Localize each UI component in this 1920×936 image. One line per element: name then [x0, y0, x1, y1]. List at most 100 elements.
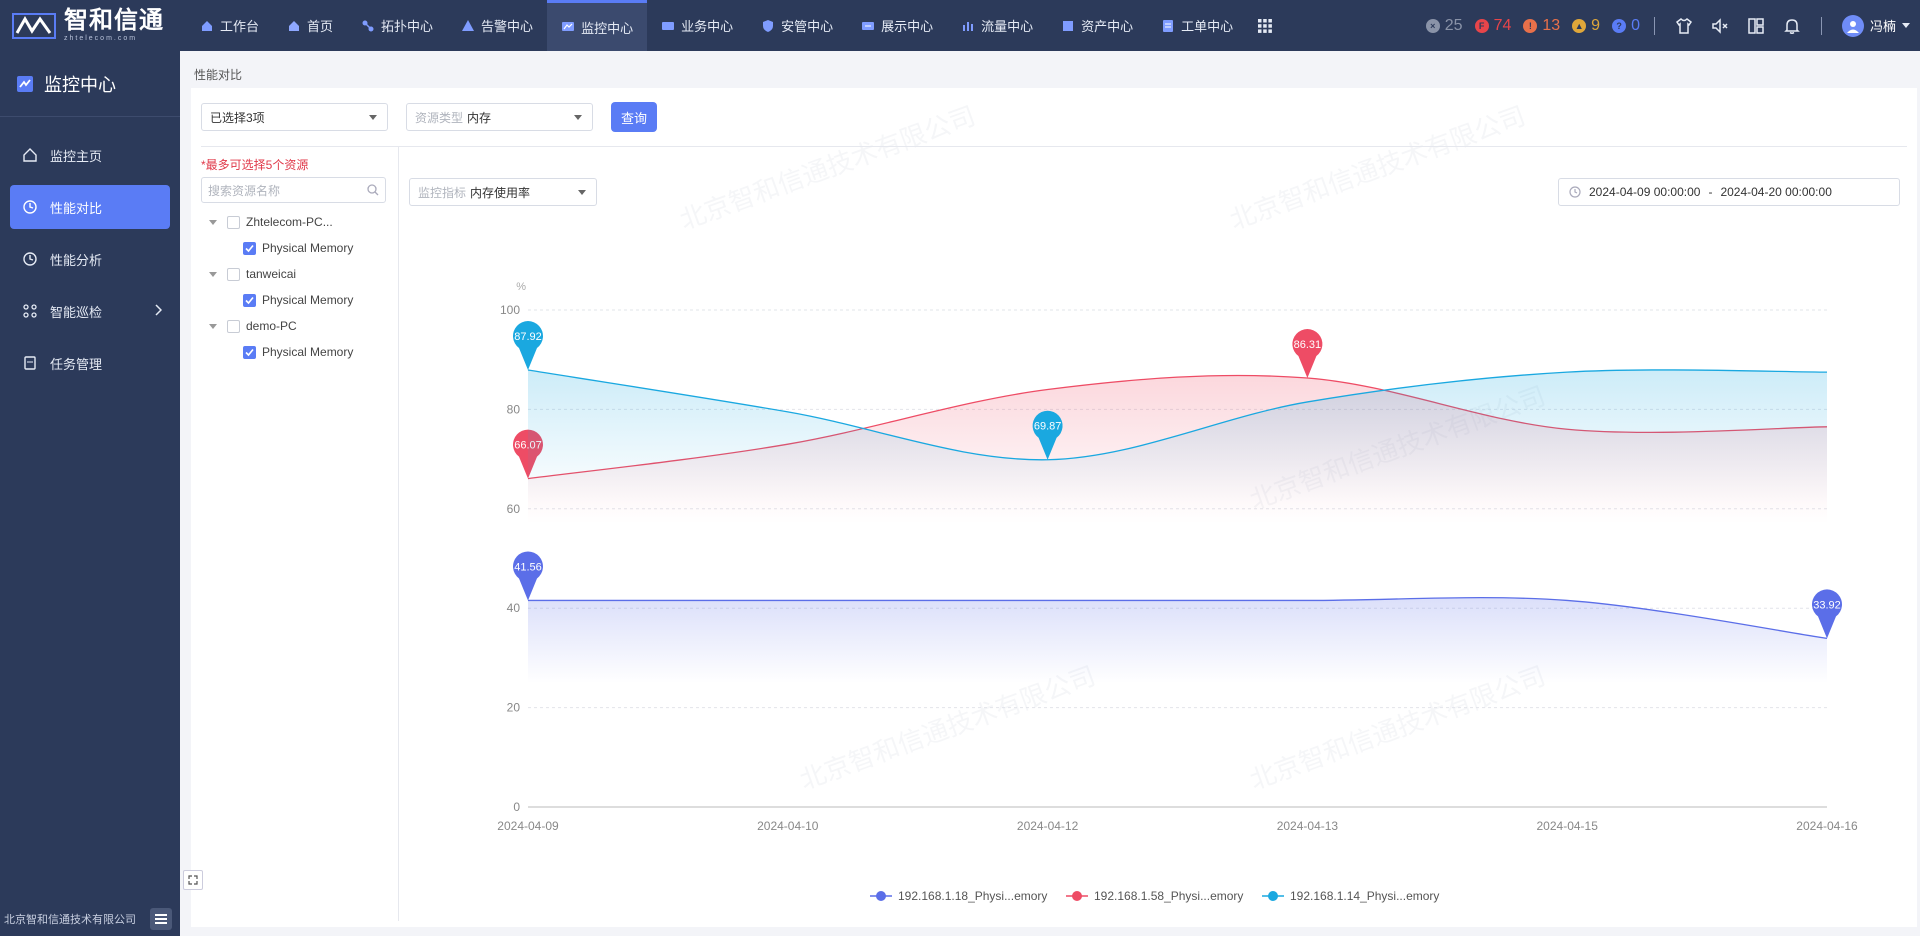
alarm-count-4[interactable]: ? 0 — [1612, 17, 1640, 35]
user-menu[interactable]: 冯楠 — [1841, 14, 1910, 37]
resource-select-value: 已选择3项 — [210, 110, 265, 125]
brand-logo[interactable]: 智和信通 zhtelecom.com — [0, 0, 180, 51]
user-name: 冯楠 — [1869, 19, 1896, 34]
legend-label: 192.168.1.14_Physi...emory — [1290, 889, 1439, 903]
search-placeholder: 搜索资源名称 — [208, 183, 281, 198]
resource-select[interactable]: 已选择3项 — [201, 103, 388, 131]
sidebar-item-3[interactable]: 智能巡检 — [10, 289, 170, 333]
date-range-picker[interactable]: 2024-04-09 00:00:00 - 2024-04-20 00:00:0… — [1558, 178, 1900, 206]
node-checkbox[interactable] — [227, 319, 240, 333]
sidebar-item-4[interactable]: 任务管理 — [10, 341, 170, 385]
metric-label: 监控指标 — [418, 185, 467, 200]
nav-item-label: 工单中心 — [1181, 19, 1234, 34]
resource-type-select[interactable]: 资源类型 内存 — [406, 103, 593, 131]
display-icon — [862, 21, 875, 30]
alarm-count-value: 74 — [1493, 16, 1512, 34]
sidebar-item-2[interactable]: 性能分析 — [10, 237, 170, 281]
nav-item-0[interactable]: 工作台 — [186, 0, 273, 51]
nav-item-2[interactable]: 拓扑中心 — [347, 0, 447, 51]
data-label: 87.92 — [514, 331, 542, 343]
divider — [1653, 16, 1655, 35]
tree-leaf-label: Physical Memory — [262, 345, 354, 359]
sidebar-item-label: 智能巡检 — [50, 304, 103, 320]
y-tick-label: 20 — [507, 701, 521, 715]
status-area: × 25 F 74 ! 13 ▲ 9 ? 0 冯楠 — [1425, 0, 1920, 51]
data-pin — [1812, 589, 1842, 639]
layout-icon[interactable] — [1741, 11, 1771, 41]
metric-select[interactable]: 监控指标 内存使用率 — [409, 178, 597, 206]
node-checkbox[interactable] — [227, 267, 240, 281]
sidebar: 监控中心 监控主页 性能对比 性能分析 智能巡检 任务管理 北京智和信通技术有限公司 — [0, 51, 180, 936]
apps-grid-icon[interactable] — [1247, 0, 1283, 51]
tree-leaf[interactable]: Physical Memory — [201, 339, 391, 365]
data-label: 69.87 — [1034, 421, 1062, 433]
tree-node-label: Zhtelecom-PC... — [246, 215, 333, 229]
chevron-down-icon — [578, 190, 586, 195]
nav-item-6[interactable]: 安管中心 — [747, 0, 847, 51]
alarm-count-2[interactable]: ! 13 — [1523, 17, 1560, 35]
alarm-level-icon: ! — [1523, 18, 1538, 33]
date-start: 2024-04-09 00:00:00 — [1589, 185, 1701, 199]
sidebar-item-label: 监控主页 — [50, 148, 103, 164]
leaf-checkbox[interactable] — [243, 241, 256, 255]
tree-node[interactable]: Zhtelecom-PC... — [201, 209, 391, 235]
brand-text: 智和信通 zhtelecom.com — [64, 9, 164, 43]
tree-leaf[interactable]: Physical Memory — [201, 235, 391, 261]
alarm-count-1[interactable]: F 74 — [1474, 16, 1512, 35]
house-icon — [289, 20, 300, 31]
tree-node[interactable]: demo-PC — [201, 313, 391, 339]
query-button[interactable]: 查询 — [611, 102, 658, 132]
node-checkbox[interactable] — [227, 215, 240, 229]
series-area — [528, 597, 1827, 684]
resource-search-input[interactable]: 搜索资源名称 — [201, 177, 386, 203]
sidebar-title: 监控中心 — [44, 74, 116, 95]
selection-limit-hint: *最多可选择5个资源 — [201, 158, 309, 172]
nav-item-5[interactable]: 业务中心 — [647, 0, 747, 51]
caret-down-icon[interactable] — [209, 323, 217, 329]
leaf-checkbox[interactable] — [243, 293, 256, 307]
logo-mark-icon — [12, 12, 56, 39]
leaf-checkbox[interactable] — [243, 345, 256, 359]
caret-down-icon[interactable] — [209, 271, 217, 277]
tree-node[interactable]: tanweicai — [201, 261, 391, 287]
sidebar-item-1[interactable]: 性能对比 — [10, 185, 170, 229]
data-pin — [1292, 329, 1323, 379]
y-tick-label: 100 — [500, 303, 520, 317]
tree-leaf-label: Physical Memory — [262, 293, 354, 307]
theme-shirt-icon[interactable] — [1669, 11, 1699, 41]
chevron-down-icon — [369, 115, 377, 120]
sidebar-menu: 监控主页性能对比性能分析智能巡检任务管理 — [0, 117, 180, 385]
mute-icon[interactable] — [1705, 11, 1735, 41]
alarm-count-value: 25 — [1444, 16, 1463, 34]
nav-item-9[interactable]: 资产中心 — [1047, 0, 1147, 51]
sidebar-item-0[interactable]: 监控主页 — [10, 133, 170, 177]
sidebar-item-label: 任务管理 — [50, 356, 103, 372]
home-icon — [202, 20, 212, 31]
legend-label: 192.168.1.18_Physi...emory — [898, 889, 1047, 903]
bell-icon[interactable] — [1777, 11, 1807, 41]
nav-item-8[interactable]: 流量中心 — [947, 0, 1047, 51]
resource-type-value: 内存 — [467, 110, 492, 125]
nav-item-7[interactable]: 展示中心 — [847, 0, 947, 51]
alarm-count-3[interactable]: ▲ 9 — [1572, 17, 1600, 35]
top-navigation-bar: 智和信通 zhtelecom.com 工作台 首页 拓扑中心 告警中心 监控中心 业务中心… — [0, 0, 1920, 51]
nav-item-3[interactable]: 告警中心 — [447, 0, 547, 51]
caret-down-icon[interactable] — [209, 219, 217, 225]
tree-leaf[interactable]: Physical Memory — [201, 287, 391, 313]
data-pin — [1032, 410, 1063, 460]
data-pin — [513, 551, 544, 601]
divider — [201, 146, 1907, 147]
nav-item-10[interactable]: 工单中心 — [1147, 0, 1247, 51]
breadcrumb: 性能对比 — [194, 68, 243, 82]
search-icon — [367, 184, 379, 196]
gauge-icon — [23, 200, 37, 214]
nav-item-4[interactable]: 监控中心 — [547, 0, 648, 51]
expand-icon[interactable] — [183, 870, 203, 890]
alarm-count-0[interactable]: × 25 — [1425, 16, 1463, 35]
nav-item-1[interactable]: 首页 — [273, 0, 347, 51]
traffic-icon — [963, 21, 974, 31]
data-pin — [513, 321, 544, 371]
collapse-menu-button[interactable] — [150, 908, 172, 930]
monitor-icon — [562, 22, 575, 31]
